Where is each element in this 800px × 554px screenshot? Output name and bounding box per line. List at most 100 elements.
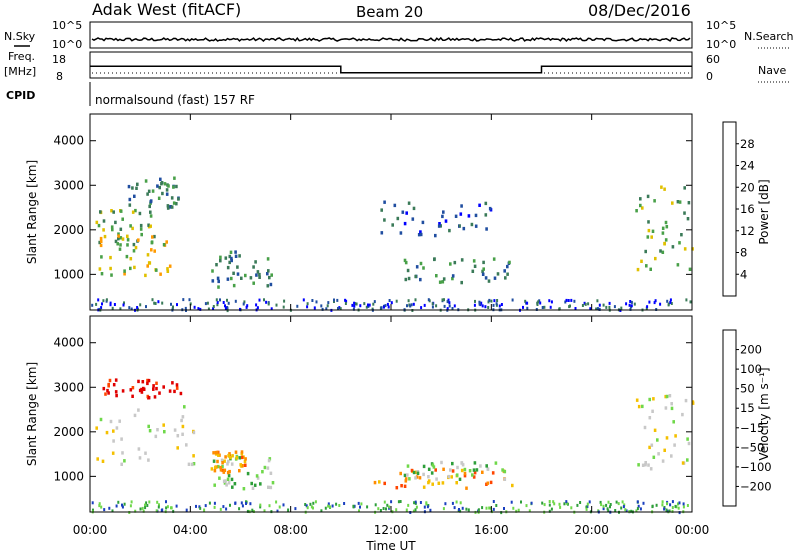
scatter-cell xyxy=(463,474,467,478)
x-tick-label: 16:00 xyxy=(474,523,509,537)
scatter-cell xyxy=(644,463,647,467)
scatter-cell xyxy=(216,301,219,304)
scatter-cell xyxy=(214,465,217,469)
x-tick-label: 20:00 xyxy=(574,523,609,537)
scatter-cell xyxy=(471,473,474,477)
scatter-cell xyxy=(195,504,197,508)
scatter-cell xyxy=(131,226,134,231)
scatter-cell xyxy=(496,299,499,302)
scatter-cell xyxy=(152,387,155,391)
scatter-cell xyxy=(671,506,674,509)
scatter-cell xyxy=(434,233,437,238)
scatter-cell xyxy=(192,454,195,458)
scatter-cell xyxy=(311,299,314,302)
scatter-cell xyxy=(105,430,109,435)
velocity-colorbar: 200 100 50 15 −15 −50 −100 −200 xyxy=(722,329,772,507)
scatter-cell xyxy=(336,298,339,302)
scatter-cell xyxy=(609,503,612,506)
scatter-cell xyxy=(429,508,432,512)
scatter-cell xyxy=(155,386,158,391)
scatter-cell xyxy=(654,256,657,261)
scatter-cell xyxy=(670,406,674,411)
scatter-cell xyxy=(660,185,663,189)
scatter-cell xyxy=(559,505,562,509)
scatter-cell xyxy=(668,509,671,513)
scatter-cell xyxy=(115,504,118,508)
scatter-cell xyxy=(665,394,669,399)
scatter-cell xyxy=(488,206,492,211)
scatter-cell xyxy=(266,466,270,470)
nave-tick-top: 60 xyxy=(706,53,720,66)
scatter-cell xyxy=(171,381,174,385)
nsky-panel-frame xyxy=(89,21,693,49)
scatter-cell xyxy=(232,271,235,275)
scatter-cell xyxy=(220,458,224,462)
scatter-cell xyxy=(390,301,393,305)
scatter-cell xyxy=(397,500,400,504)
scatter-cell xyxy=(305,504,308,508)
scatter-cell xyxy=(682,505,685,509)
scatter-cell xyxy=(427,467,431,471)
scatter-cell xyxy=(255,303,258,307)
freq-tick-top: 18 xyxy=(52,53,66,66)
velocity-colorbar-label: Velocity [m s⁻¹] xyxy=(757,367,771,460)
scatter-cell xyxy=(663,242,666,246)
scatter-cell xyxy=(399,500,402,503)
x-tick-label: 08:00 xyxy=(273,523,308,537)
scatter-cell xyxy=(117,237,120,241)
scatter-cell xyxy=(141,380,145,384)
scatter-cell xyxy=(664,406,668,410)
scatter-cell xyxy=(649,267,652,271)
scatter-cell xyxy=(258,275,261,279)
scatter-cell xyxy=(115,426,119,430)
scatter-cell xyxy=(175,386,179,390)
scatter-cell xyxy=(419,261,423,266)
scatter-cell xyxy=(227,453,230,458)
scatter-cell xyxy=(621,500,624,504)
scatter-cell xyxy=(119,209,123,213)
colorbar-tick-label: −100 xyxy=(740,460,772,474)
scatter-cell xyxy=(661,459,665,463)
scatter-cell xyxy=(168,264,172,268)
scatter-cell xyxy=(118,419,121,423)
scatter-cell xyxy=(456,465,459,470)
scatter-cell xyxy=(493,276,497,280)
scatter-cell xyxy=(453,304,456,308)
scatter-cell xyxy=(199,307,202,311)
scatter-cell xyxy=(129,257,133,261)
scatter-cell xyxy=(659,302,662,306)
scatter-cell xyxy=(212,451,215,455)
scatter-cell xyxy=(149,214,153,218)
scatter-cell xyxy=(382,305,385,309)
scatter-cell xyxy=(441,298,444,302)
scatter-cell xyxy=(109,301,112,305)
scatter-cell xyxy=(648,300,651,304)
scatter-cell xyxy=(355,302,358,306)
scatter-cell xyxy=(102,299,105,303)
scatter-cell xyxy=(251,508,254,512)
scatter-cell xyxy=(246,509,249,513)
scatter-cell xyxy=(325,307,328,311)
scatter-cell xyxy=(267,458,271,463)
scatter-cell xyxy=(431,302,434,306)
scatter-cell xyxy=(162,423,165,427)
scatter-cell xyxy=(170,196,174,200)
scatter-cell xyxy=(225,483,228,487)
scatter-cell xyxy=(548,500,551,503)
scatter-cell xyxy=(187,462,191,466)
scatter-cell xyxy=(678,501,681,505)
scatter-cell xyxy=(667,302,670,306)
scatter-cell xyxy=(602,303,605,307)
scatter-cell xyxy=(470,222,474,227)
scatter-cell xyxy=(486,467,490,471)
scatter-cell xyxy=(155,509,158,513)
y-tick-label: 4000 xyxy=(53,134,84,148)
velocity-axis-ticks: 4000 3000 2000 1000 xyxy=(53,316,693,512)
scatter-cell xyxy=(479,464,482,468)
scatter-cell xyxy=(234,299,237,303)
scatter-cell xyxy=(630,509,633,513)
scatter-cell xyxy=(629,307,632,311)
scatter-cell xyxy=(228,469,231,474)
scatter-cell xyxy=(165,188,169,192)
scatter-cell xyxy=(595,307,598,311)
